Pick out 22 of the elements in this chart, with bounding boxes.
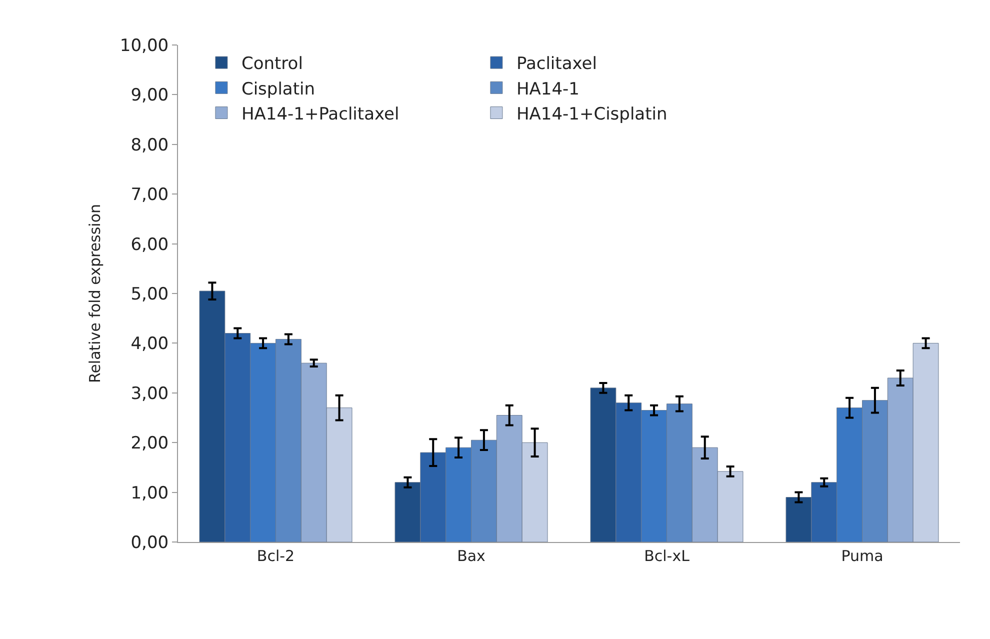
legend-label: HA14-1+Cisplatin [516,104,668,124]
y-tick-label: 5,00 [130,284,169,304]
y-tick-label: 8,00 [130,135,169,156]
legend-label: HA14-1+Paclitaxel [241,104,400,124]
y-tick-label: 4,00 [130,334,169,354]
y-tick-label: 2,00 [130,434,169,454]
legend-label: Cisplatin [241,79,316,100]
y-tick-label: 0,00 [130,532,169,553]
legend-label: HA14-1 [516,79,580,100]
y-tick-label: 9,00 [130,86,169,106]
legend-label: Paclitaxel [516,54,597,74]
y-tick-label: 3,00 [130,384,169,404]
x-tick-label: Puma [841,547,884,565]
legend-label: Control [241,54,303,74]
y-tick-label: 1,00 [130,483,169,504]
y-tick-label: 10,00 [120,36,169,56]
y-tick-label: 6,00 [130,234,169,255]
y-axis-title: Relative fold expression [86,204,104,384]
x-tick-label: Bax [457,547,486,565]
x-tick-label: Bcl-2 [256,547,295,565]
x-tick-label: Bcl-xL [644,547,690,565]
y-tick-label: 7,00 [130,185,169,206]
